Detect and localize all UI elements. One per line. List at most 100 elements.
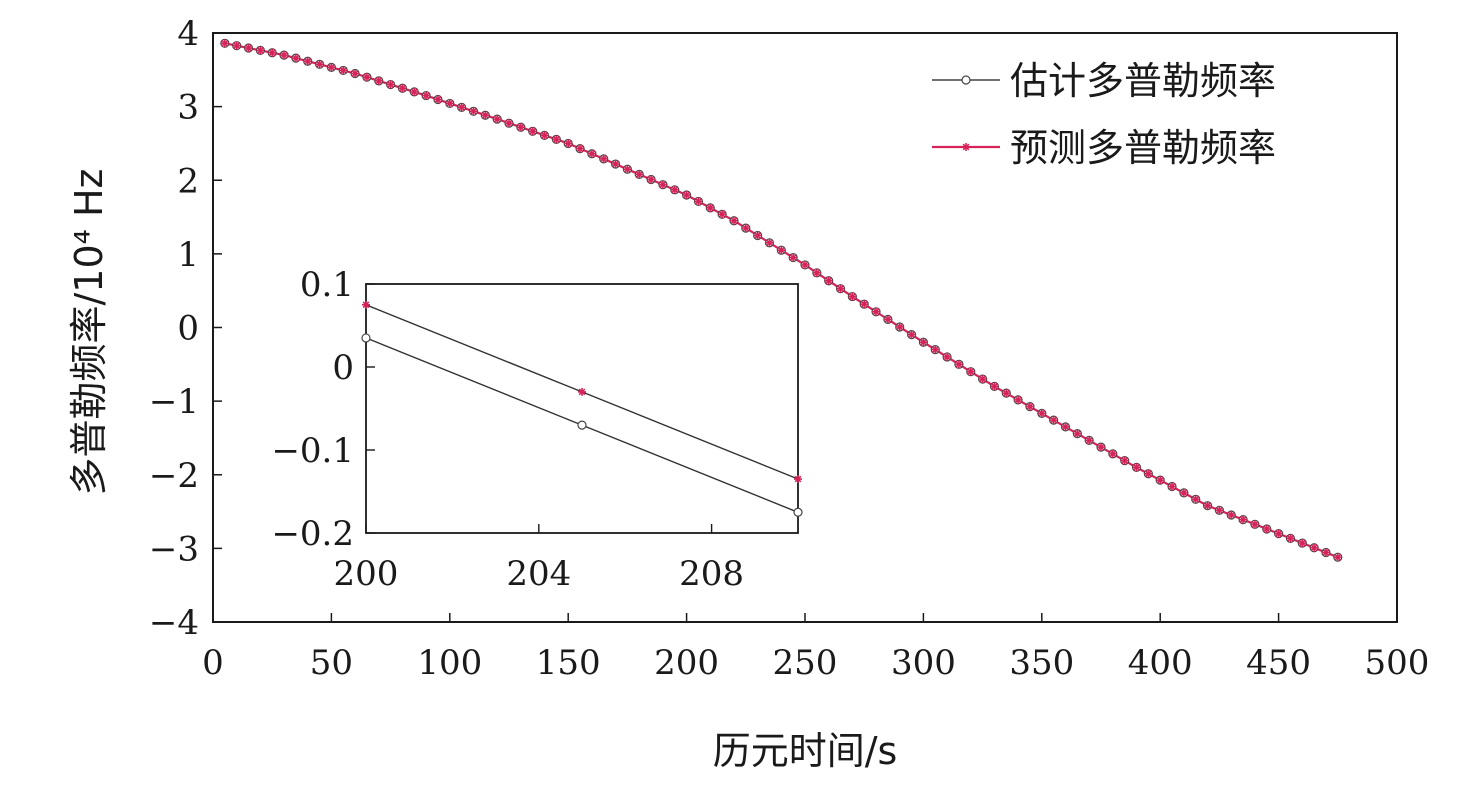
data-point [374,76,383,85]
legend-label-estimated-series: 估计多普勒频率 [1010,59,1276,103]
data-point [1286,534,1295,543]
inset-data-point [577,420,587,430]
data-point [1061,422,1070,431]
data-point [552,135,561,144]
data-point [919,338,928,347]
data-point [635,170,644,179]
data-point [433,95,442,104]
y-axis-label: 多普勒频率/10⁴ Hz [67,169,111,496]
data-point [1321,548,1330,557]
data-point [1037,409,1046,418]
data-point [1120,456,1129,465]
data-point [978,375,987,384]
data-point [836,284,845,293]
y-tick-label: 2 [177,161,199,201]
inset-x-tick-label: 204 [506,554,571,594]
data-point [1156,476,1165,485]
data-point [895,323,904,332]
y-tick-label: −2 [149,456,199,496]
data-point [966,367,975,376]
data-point [801,260,809,269]
data-point [789,253,798,262]
y-tick-label: −1 [149,382,199,422]
data-point [860,300,869,309]
data-point [268,48,277,57]
data-point [741,224,750,233]
inset-y-tick-label: 0 [332,348,354,388]
y-tick-label: 1 [177,235,199,275]
data-point [1132,463,1141,472]
data-point [351,69,360,78]
inset-x-tick-label: 200 [334,554,399,594]
y-tick-label: 3 [177,88,199,128]
data-point [1073,429,1082,438]
data-point [694,197,703,206]
data-point [1049,416,1058,425]
inset-data-point [361,333,371,343]
data-point [812,268,821,277]
data-point [516,123,525,132]
data-point [493,115,502,124]
data-point [706,203,715,212]
data-point [931,345,940,354]
data-point [1144,469,1153,478]
data-point [505,119,513,128]
x-tick-label: 350 [1009,643,1074,683]
data-point [1239,515,1248,524]
data-point [1179,488,1188,497]
data-point [469,107,478,116]
x-tick-label: 250 [773,643,838,683]
x-tick-label: 100 [417,643,482,683]
data-point [753,231,762,240]
main-plot: 0 50 100 150 200 250 300 350 400 450 500 4 3 2 1 0 −1 −2 −… [149,14,1430,683]
data-point [943,352,952,361]
data-point [1298,539,1307,548]
data-point [1097,443,1105,452]
data-point [528,127,537,136]
data-point [280,51,289,60]
x-tick-label: 50 [310,643,353,683]
y-tick-label: −4 [149,603,199,643]
inset-y-tick-label: −0.2 [271,514,354,554]
x-tick-label: 500 [1365,643,1430,683]
data-point [670,185,679,194]
data-point [1002,389,1011,398]
legend-marker-predicted-series [962,143,970,151]
data-point [777,246,786,255]
data-point [315,60,324,69]
inset-data-point [793,507,803,517]
inset-y-tick-label: 0.1 [300,265,354,305]
data-point [576,144,585,153]
data-point [611,160,620,169]
data-point [1168,482,1177,491]
data-point [422,91,431,100]
data-point [623,165,632,174]
data-point [1262,524,1271,533]
data-point [398,84,407,93]
x-tick-label: 0 [202,643,224,683]
inset-data-point [578,387,586,396]
data-point [303,57,312,66]
x-tick-label: 150 [536,643,601,683]
y-tick-label: 0 [177,309,199,349]
data-point [1025,402,1034,411]
data-point [410,87,419,96]
data-point [1310,543,1319,552]
inset-data-point [362,300,370,309]
data-point [883,315,892,324]
legend-marker-estimated-series [961,75,971,85]
data-point [658,180,667,189]
data-point [824,276,833,285]
data-point [990,382,999,391]
data-point [848,292,857,301]
predicted-series-markers [220,39,1342,562]
x-tick-label: 400 [1128,643,1193,683]
data-point [220,39,229,48]
data-point [1014,395,1023,404]
data-point [599,154,608,163]
data-point [682,190,691,199]
data-point [481,111,490,120]
legend-label-predicted-series: 预测多普勒频率 [1010,126,1276,170]
